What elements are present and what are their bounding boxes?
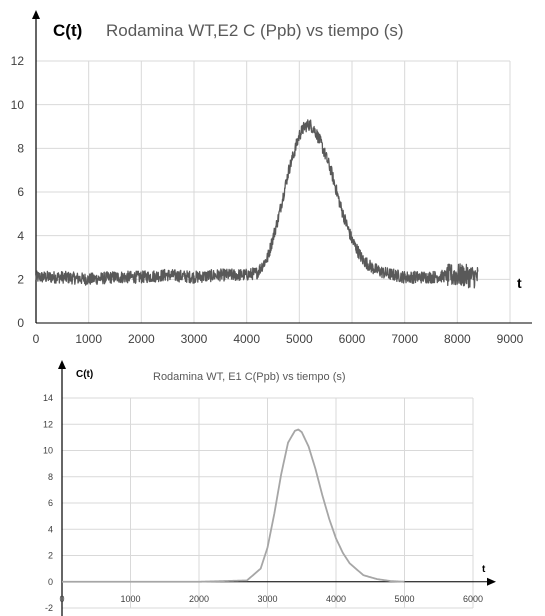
x-tick-label: 1000	[75, 332, 102, 346]
chart-rodamina-e2: 0 1000 2000 3000 4000 5000 6000 7000 8000 9000 0 2 4…	[11, 10, 532, 346]
y-tick-label: 0	[48, 577, 53, 587]
x-axis-label: t	[482, 564, 486, 575]
chart-title: Rodamina WT,E2 C (Ppb) vs tiempo (s)	[106, 21, 404, 40]
x-tick-label: 0	[59, 594, 64, 604]
series-line	[35, 119, 479, 289]
y-tick-label: 2	[48, 551, 53, 561]
y-tick-label: 10	[11, 98, 25, 112]
y-tick-label: -2	[45, 603, 53, 613]
x-tick-label: 7000	[391, 332, 418, 346]
x-tick-label: 6000	[463, 594, 483, 604]
y-tick-label: 14	[43, 393, 53, 403]
x-tick-label: 8000	[444, 332, 471, 346]
x-tick-label: 5000	[394, 594, 414, 604]
x-tick-label: 5000	[286, 332, 313, 346]
chart-title: Rodamina WT, E1 C(Ppb) vs tiempo (s)	[153, 371, 346, 383]
chart-rodamina-e1: 0 1000 2000 3000 4000 5000 6000 -2 0 2 4 6 8 10 12 14 C(…	[43, 360, 496, 616]
y-tick-label: 4	[17, 229, 24, 243]
y-tick-label: 2	[17, 273, 24, 287]
x-tick-label: 6000	[339, 332, 366, 346]
y-axis-arrow	[32, 10, 40, 19]
y-axis-arrow	[58, 360, 66, 369]
x-tick-label: 3000	[257, 594, 277, 604]
x-axis-arrow	[487, 577, 496, 586]
x-tick-label: 4000	[233, 332, 260, 346]
y-tick-label: 6	[17, 185, 24, 199]
x-tick-label: 3000	[181, 332, 208, 346]
y-tick-label: 12	[43, 419, 53, 429]
y-tick-label: 4	[48, 524, 53, 534]
x-tick-label: 2000	[189, 594, 209, 604]
series-line	[62, 428, 405, 583]
y-tick-label: 12	[11, 54, 25, 68]
x-tick-label: 9000	[497, 332, 524, 346]
y-tick-label: 0	[17, 316, 24, 330]
x-axis-label: t	[517, 275, 522, 291]
y-axis-label: C(t)	[76, 369, 93, 380]
y-tick-label: 10	[43, 446, 53, 456]
x-tick-label: 2000	[128, 332, 155, 346]
y-axis-label: C(t)	[53, 21, 82, 40]
x-tick-label: 0	[33, 332, 40, 346]
y-tick-label: 8	[48, 472, 53, 482]
x-tick-label: 1000	[120, 594, 140, 604]
y-tick-label: 8	[17, 142, 24, 156]
x-tick-label: 4000	[326, 594, 346, 604]
y-tick-label: 6	[48, 498, 53, 508]
